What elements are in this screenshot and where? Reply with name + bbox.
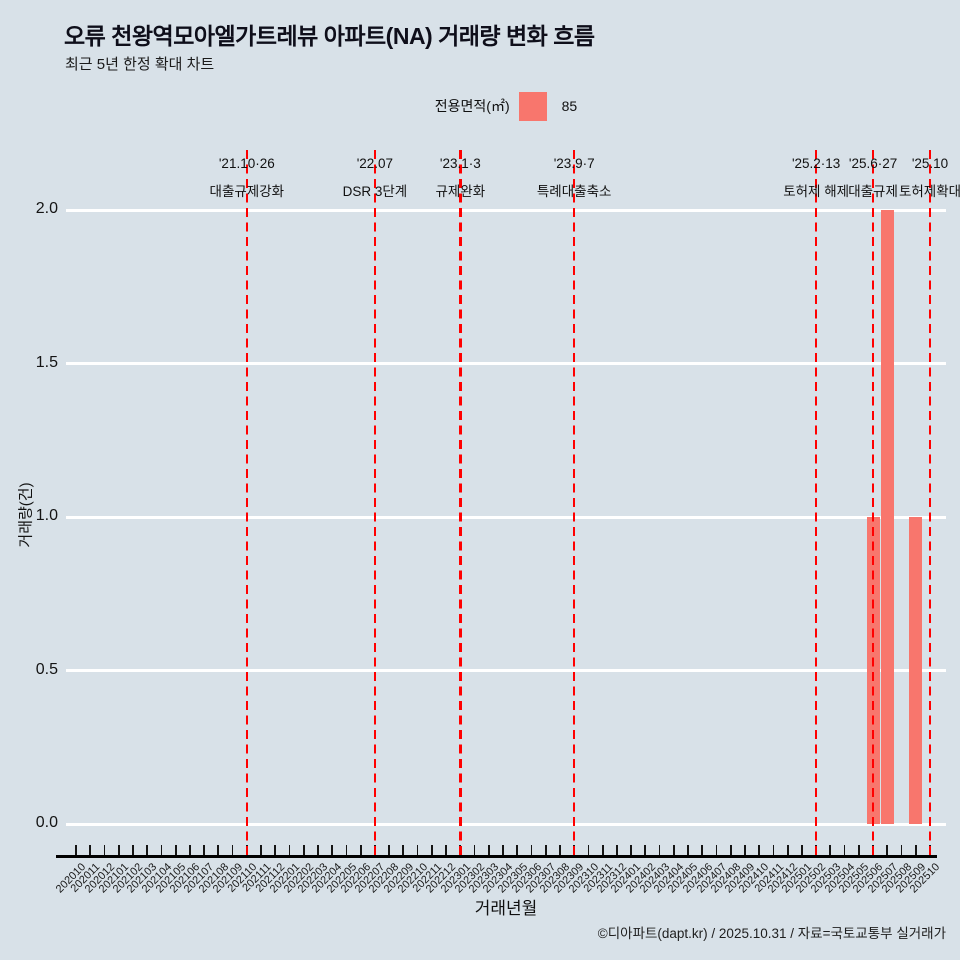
chart-subtitle: 최근 5년 한정 확대 차트 [65,56,215,73]
x-tick [658,845,661,855]
x-tick [302,845,305,855]
event-line-202510 [928,150,932,856]
legend-value-85: 85 [561,98,578,114]
x-tick [331,845,334,855]
x-tick [260,845,262,855]
event-line-202301 [459,150,462,856]
x-tick [231,845,234,855]
x-tick [559,845,561,855]
y-tick-label: 1.0 [35,507,58,524]
bar-202507 [880,210,894,824]
x-tick [886,845,889,855]
y-tick-label: 0.5 [35,660,58,678]
x-tick [530,845,533,855]
event-label-202510: 토허제확대 [898,184,960,199]
x-tick [758,845,761,855]
footer-credit: ©디아파트(dapt.kr) / 2025.10.31 / 자료=국토교통부 실… [597,926,946,941]
y-gridline [66,822,946,826]
x-tick [160,845,163,855]
x-tick [516,845,519,855]
x-tick [288,845,291,855]
x-tick [345,845,348,855]
x-tick [388,845,391,855]
x-axis-title: 거래년월 [474,899,538,918]
x-tick [801,845,803,855]
event-line-202502 [814,150,818,856]
x-tick [445,845,447,855]
x-tick [274,845,277,855]
y-gridline [66,515,946,519]
x-tick [829,845,832,855]
page-title: 오류 천왕역모아엘가트레뷰 아파트(NA) 거래량 변화 흐름 [64,23,595,49]
x-tick [900,845,903,855]
event-line-202207 [373,150,377,856]
event-line-202309 [572,150,576,856]
x-tick [317,845,319,855]
x-tick [174,845,177,855]
x-tick [416,845,419,855]
event-label-202207: DSR 3단계 [342,184,408,199]
x-tick [117,845,120,855]
event-label-202110: 대출규제강화 [209,184,285,199]
x-tick [188,845,191,855]
x-tick [103,845,106,855]
x-tick [914,845,917,855]
y-gridline [66,669,946,672]
y-tick-label: 1.5 [35,353,58,371]
x-tick [857,845,860,855]
x-tick [729,845,732,855]
legend: 전용면적(㎡) 85 [66,90,946,122]
event-label-202309: 특례대출축소 [536,184,612,199]
x-tick [715,845,718,855]
x-tick [615,845,618,855]
x-tick [203,845,205,855]
x-tick [430,845,433,855]
y-gridline [66,208,946,212]
event-label-202301: 규제완화 [435,184,486,199]
x-tick [359,845,362,855]
x-tick [402,845,405,855]
x-tick [544,845,547,855]
event-line-202110 [245,150,249,856]
y-axis-title: 거래량(건) [17,482,35,548]
event-date-202506: '25.6·27 [848,156,898,171]
legend-title: 전용면적(㎡) [434,98,510,114]
event-date-202301: '23.1·3 [439,156,481,171]
event-date-202309: '23.9·7 [553,156,595,171]
event-line-202506 [871,150,875,856]
x-tick [744,845,746,855]
event-date-202207: '22.07 [356,156,394,171]
event-date-202510: '25.10 [911,156,949,171]
x-tick [217,845,220,855]
x-tick [487,845,490,855]
x-tick [786,845,789,855]
x-tick [630,845,632,855]
bar-202509 [909,517,923,824]
x-tick [843,845,846,855]
x-tick [672,845,675,855]
event-label-202506: 대출규제 [848,184,898,199]
x-tick [701,845,704,855]
x-tick [502,845,504,855]
x-tick [89,845,92,855]
x-tick [146,845,149,855]
y-gridline [66,362,946,365]
y-tick-label: 2.0 [35,200,58,217]
x-tick [473,845,476,855]
legend-swatch-85 [518,91,547,121]
x-axis-line [56,855,937,858]
event-date-202110: '21.10·26 [218,156,275,171]
event-date-202502: '25.2·13 [791,156,841,171]
x-tick [75,845,77,855]
x-tick [644,845,647,855]
x-tick [587,845,590,855]
x-tick [772,845,775,855]
x-tick [132,845,134,855]
y-tick-label: 0.0 [35,814,58,831]
x-tick [687,845,689,855]
x-tick [601,845,604,855]
event-label-202502: 토허제 해제 [783,184,850,199]
